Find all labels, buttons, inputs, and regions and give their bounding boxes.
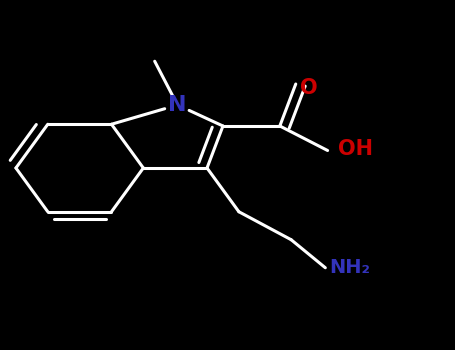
- Text: N: N: [168, 95, 187, 115]
- Text: OH: OH: [338, 139, 373, 159]
- Text: NH₂: NH₂: [329, 258, 370, 277]
- Text: O: O: [300, 77, 318, 98]
